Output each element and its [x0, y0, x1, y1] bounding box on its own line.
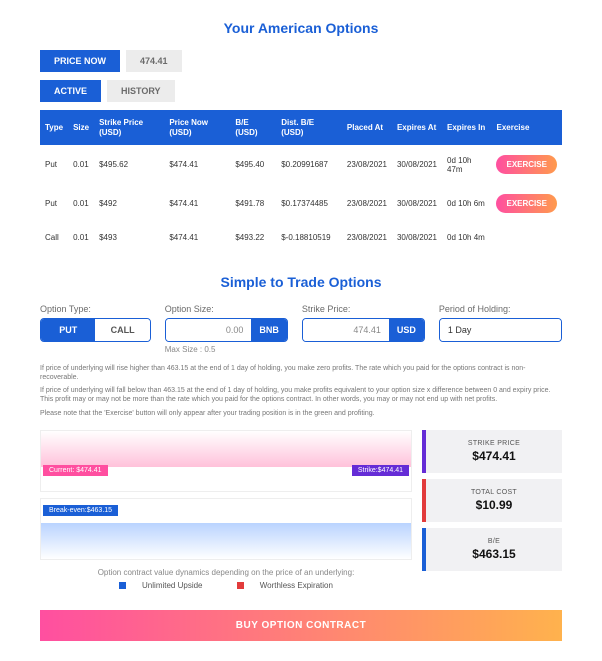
- strike-price-unit: USD: [389, 319, 424, 341]
- profit-chart-bottom: Break-even:$463.15: [40, 498, 412, 560]
- stat-cost: TOTAL COST $10.99: [422, 479, 562, 522]
- table-row: Put0.01$495.62$474.41$495.40$0.209916872…: [40, 145, 562, 184]
- buy-option-button[interactable]: BUY OPTION CONTRACT: [40, 610, 562, 641]
- profit-chart-top: Current: $474.41 Strike:$474.41: [40, 430, 412, 492]
- chart-caption: Option contract value dynamics depending…: [40, 568, 412, 577]
- exercise-button[interactable]: EXERCISE: [496, 194, 556, 213]
- table-row: Call0.01$493$474.41$493.22$-0.1881051923…: [40, 223, 562, 252]
- period-input[interactable]: [440, 319, 561, 341]
- option-size-label: Option Size:: [165, 304, 288, 314]
- chart-legend: Unlimited Upside Worthless Expiration: [40, 581, 412, 590]
- col-dist: Dist. B/E (USD): [276, 110, 342, 145]
- american-options-title: Your American Options: [40, 20, 562, 36]
- options-table: Type Size Strike Price (USD) Price Now (…: [40, 110, 562, 252]
- col-strike: Strike Price (USD): [94, 110, 164, 145]
- toggle-put[interactable]: PUT: [41, 319, 95, 341]
- table-row: Put0.01$492$474.41$491.78$0.1737448523/0…: [40, 184, 562, 223]
- option-type-label: Option Type:: [40, 304, 151, 314]
- col-placed: Placed At: [342, 110, 392, 145]
- fineprint: If price of underlying will rise higher …: [40, 364, 562, 417]
- option-type-toggle[interactable]: PUT CALL: [40, 318, 151, 342]
- tab-history[interactable]: HISTORY: [107, 80, 175, 102]
- option-size-input[interactable]: [166, 319, 252, 341]
- col-expiresin: Expires In: [442, 110, 491, 145]
- strike-price-label: Strike Price:: [302, 304, 425, 314]
- col-expires: Expires At: [392, 110, 442, 145]
- col-type: Type: [40, 110, 68, 145]
- period-label: Period of Holding:: [439, 304, 562, 314]
- trade-title: Simple to Trade Options: [40, 274, 562, 290]
- col-exercise: Exercise: [491, 110, 562, 145]
- stat-strike: STRIKE PRICE $474.41: [422, 430, 562, 473]
- option-size-unit: BNB: [251, 319, 287, 341]
- strike-price-input[interactable]: [303, 319, 389, 341]
- price-now-value: 474.41: [126, 50, 182, 72]
- col-size: Size: [68, 110, 94, 145]
- breakeven-chip: Break-even:$463.15: [43, 505, 118, 516]
- strike-chip: Strike:$474.41: [352, 465, 409, 476]
- max-size-note: Max Size : 0.5: [165, 345, 288, 354]
- col-be: B/E (USD): [230, 110, 276, 145]
- price-now-label[interactable]: PRICE NOW: [40, 50, 120, 72]
- stat-be: B/E $463.15: [422, 528, 562, 571]
- col-pricenow: Price Now (USD): [164, 110, 230, 145]
- exercise-button[interactable]: EXERCISE: [496, 155, 556, 174]
- toggle-call[interactable]: CALL: [95, 319, 149, 341]
- current-chip: Current: $474.41: [43, 465, 108, 476]
- tab-active[interactable]: ACTIVE: [40, 80, 101, 102]
